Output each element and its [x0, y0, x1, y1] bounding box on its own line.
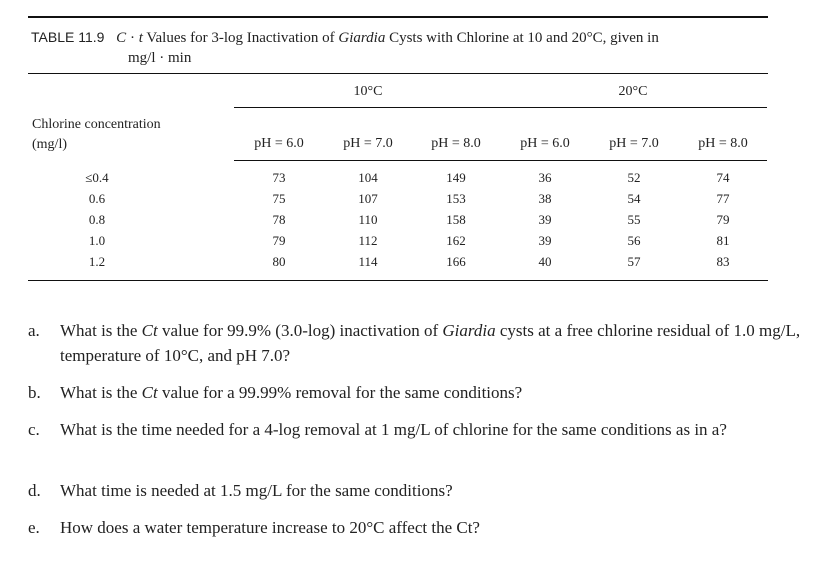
table-cell: 40 [538, 254, 552, 269]
question-text-pre: What is the time needed for a 4-log remo… [60, 420, 727, 439]
stub-head: Chlorine concentration (mg/l) [32, 115, 161, 155]
question-text-org: Giardia [442, 321, 496, 340]
table-cell: 107 [358, 191, 378, 206]
question-label: c. [28, 420, 40, 439]
question-text: What is the Ct value for a 99.99% remova… [60, 380, 812, 405]
title-organism: Giardia [338, 30, 386, 46]
question-text-pre: What time is needed at 1.5 mg/L for the … [60, 481, 453, 500]
group-divider-rule [234, 107, 767, 108]
column-header: pH = 8.0 [698, 136, 748, 151]
table-cell: 83 [716, 254, 730, 269]
row-concentration: 1.2 [88, 254, 106, 269]
table-cell: 77 [716, 191, 730, 206]
table-cell: 39 [538, 233, 552, 248]
table-cell: 78 [272, 212, 286, 227]
table-header-rule [28, 73, 768, 74]
table-cell: 166 [446, 254, 466, 269]
table-bottom-rule [28, 280, 768, 281]
table-top-rule [28, 16, 768, 18]
table-cell: 104 [358, 170, 378, 185]
title-mid: Values for 3-log Inactivation of [142, 30, 339, 46]
table-caption: TABLE 11.9 C · t Values for 3-log Inacti… [31, 27, 761, 66]
title-c: C [116, 30, 127, 46]
question-label: b. [28, 383, 41, 402]
group-head-20c: 20°C [618, 84, 648, 99]
question-text: What time is needed at 1.5 mg/L for the … [60, 478, 812, 503]
question-text: What is the time needed for a 4-log remo… [60, 417, 812, 442]
question-text: How does a water temperature increase to… [60, 515, 812, 540]
column-header: pH = 7.0 [609, 136, 659, 151]
title-t: t [138, 30, 143, 46]
table-cell: 52 [627, 170, 641, 185]
table-cell: 162 [446, 233, 466, 248]
title-suffix: Cysts with Chlorine at 10 and 20°C, give… [385, 30, 659, 46]
table-cell: 149 [446, 170, 466, 185]
table-cell: 55 [627, 212, 641, 227]
column-header: pH = 6.0 [520, 136, 570, 151]
table-cell: 56 [627, 233, 641, 248]
table-cell: 110 [358, 212, 378, 227]
question-label: a. [28, 321, 40, 340]
question-text-mid: value for 99.9% (3.0-log) inactivation o… [157, 321, 443, 340]
question-text-pre: How does a water temperature increase to… [60, 518, 480, 537]
table-cell: 36 [538, 170, 552, 185]
question-text-pre: What is the [60, 383, 142, 402]
question-text-ct: Ct [141, 383, 158, 402]
table-cell: 74 [716, 170, 730, 185]
title-units: mg/l · min [128, 50, 192, 66]
table-cell: 75 [272, 191, 286, 206]
table-cell: 79 [272, 233, 286, 248]
column-header: pH = 8.0 [431, 136, 481, 151]
question-text-mid: value for a 99.99% removal for the same … [157, 383, 523, 402]
column-header-rule [234, 160, 767, 161]
table-cell: 153 [446, 191, 466, 206]
table-cell: 38 [538, 191, 552, 206]
column-header: pH = 6.0 [254, 136, 304, 151]
row-concentration: 1.0 [88, 233, 106, 248]
table-cell: 39 [538, 212, 552, 227]
table-cell: 57 [627, 254, 641, 269]
table-cell: 158 [446, 212, 466, 227]
table-cell: 79 [716, 212, 730, 227]
question-label: e. [28, 518, 40, 537]
table-number: TABLE 11.9 [31, 29, 105, 45]
stub-head-label: Chlorine concentration [32, 117, 161, 132]
question-text: What is the Ct value for 99.9% (3.0-log)… [60, 318, 812, 368]
question-label: d. [28, 481, 41, 500]
stub-head-units: (mg/l) [32, 137, 67, 152]
question-text-pre: What is the [60, 321, 142, 340]
question-text-ct: Ct [141, 321, 158, 340]
question-text-post: cysts at a free chlorine residual of 1.0… [60, 321, 801, 365]
table-cell: 81 [716, 233, 730, 248]
row-concentration: 0.8 [88, 212, 106, 227]
table-cell: 73 [272, 170, 286, 185]
row-concentration: ≤0.4 [85, 170, 109, 185]
table-cell: 112 [358, 233, 378, 248]
table-cell: 80 [272, 254, 286, 269]
column-header: pH = 7.0 [343, 136, 393, 151]
row-concentration: 0.6 [88, 191, 106, 206]
table-cell: 54 [627, 191, 641, 206]
table-cell: 114 [358, 254, 378, 269]
group-head-10c: 10°C [353, 84, 383, 99]
title-dot: · [129, 30, 135, 46]
